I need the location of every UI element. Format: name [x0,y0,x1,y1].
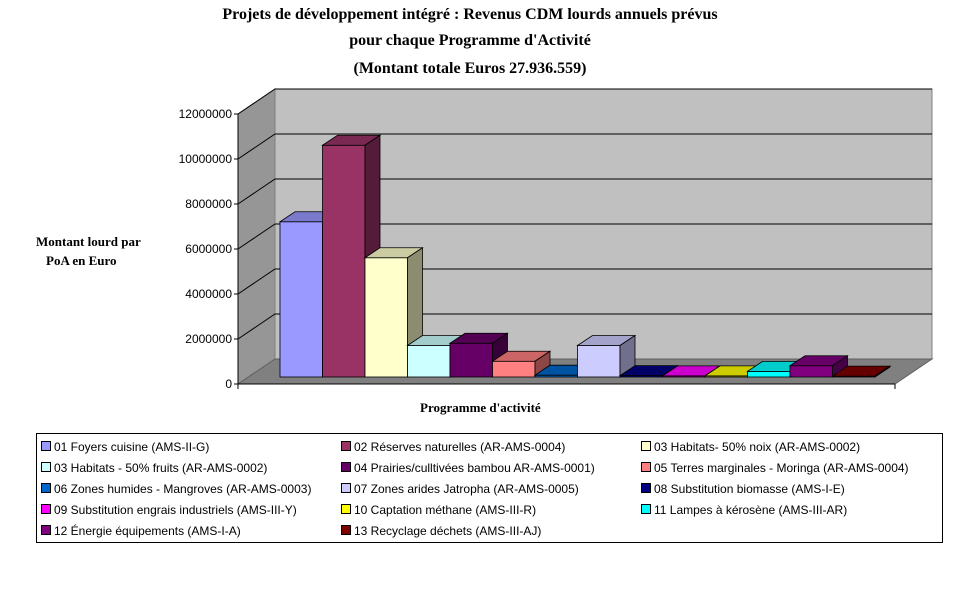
chart-legend: 01 Foyers cuisine (AMS-II-G) 02 Réserves … [36,433,943,543]
bar-front [322,144,366,378]
legend-label: 03 Habitats- 50% noix (AR-AMS-0002) [654,439,861,454]
legend-label: 11 Lampes à kérosène (AMS-III-AR) [654,502,848,517]
legend-label: 06 Zones humides - Mangroves (AR-AMS-000… [54,481,312,496]
legend-item: 10 Captation méthane (AMS-III-R) [341,499,637,519]
legend-swatch [41,524,51,535]
y-tick-label: 2000000 [185,332,232,346]
legend-item: 07 Zones arides Jatropha (AR-AMS-0005) [341,478,637,498]
legend-item: 05 Terres marginales - Moringa (AR-AMS-0… [641,457,937,477]
y-axis-label-line-2: PoA en Euro [46,253,117,268]
legend-label: 09 Substitution engrais industriels (AMS… [54,502,297,517]
gridline [237,88,932,115]
legend-swatch [41,440,51,451]
legend-label: 02 Réserves naturelles (AR-AMS-0004) [354,439,566,454]
legend-label: 07 Zones arides Jatropha (AR-AMS-0005) [354,481,579,496]
gridline [237,223,932,250]
y-tick-label: 4000000 [185,287,232,301]
legend-swatch [641,482,651,493]
legend-swatch [41,461,51,472]
gridline [237,313,932,340]
legend-swatch [41,503,51,514]
x-axis-label: Programme d'activité [420,400,541,415]
legend-label: 08 Substitution biomasse (AMS-I-E) [654,481,845,496]
y-tick-label: 10000000 [179,152,233,166]
legend-item: 12 Énergie équipements (AMS-I-A) [41,520,337,540]
bar-side [874,365,891,378]
legend-label: 01 Foyers cuisine (AMS-II-G) [54,439,210,454]
legend-item: 09 Substitution engrais industriels (AMS… [41,499,337,519]
bar-front [364,257,408,378]
bar-front [577,345,621,378]
gridline [237,268,932,295]
legend-swatch [641,503,651,514]
legend-label: 10 Captation méthane (AMS-III-R) [354,502,537,517]
chart-title-line-2: pour chaque Programme d'Activité [349,32,591,49]
chart-plot: 0 2000000 4000000 6000000 8000000 10000000 120… [179,88,934,391]
legend-swatch [341,503,351,514]
bar-front [747,370,791,378]
legend-swatch [641,461,651,472]
legend-item: 01 Foyers cuisine (AMS-II-G) [41,436,337,456]
legend-item: 13 Recyclage déchets (AMS-III-AJ) [341,520,637,540]
legend-label: 05 Terres marginales - Moringa (AR-AMS-0… [654,460,909,475]
legend-label: 03 Habitats - 50% fruits (AR-AMS-0002) [54,460,268,475]
bar-front [492,360,536,378]
y-tick-label: 0 [225,377,232,391]
legend-label: 13 Recyclage déchets (AMS-III-AJ) [354,523,542,538]
legend-swatch [341,482,351,493]
y-tick-label: 8000000 [185,197,232,211]
y-tick-label: 12000000 [179,107,233,121]
y-axis-label-line-1: Montant lourd par [36,234,141,249]
legend-swatch [341,461,351,472]
legend-item: 06 Zones humides - Mangroves (AR-AMS-000… [41,478,337,498]
legend-label: 04 Prairies/culltivées bambou AR-AMS-000… [354,460,595,475]
bar-front [279,221,323,378]
legend-item: 04 Prairies/culltivées bambou AR-AMS-000… [341,457,637,477]
legend-swatch [641,440,651,451]
chart-title-line-1: Projets de développement intégré : Reven… [222,6,718,23]
bar-front [449,342,493,378]
legend-item: 02 Réserves naturelles (AR-AMS-0004) [341,436,637,456]
legend-item: 03 Habitats - 50% fruits (AR-AMS-0002) [41,457,337,477]
legend-item: 08 Substitution biomasse (AMS-I-E) [641,478,937,498]
bar-front [789,365,833,378]
legend-item: 11 Lampes à kérosène (AMS-III-AR) [641,499,937,519]
y-axis-label: Montant lourd par PoA en Euro [36,232,166,270]
chart-title-line-3: (Montant totale Euros 27.936.559) [353,60,587,77]
legend-swatch [41,482,51,493]
gridline [237,133,932,160]
gridline [237,178,932,205]
bar-front [407,345,451,378]
legend-label: 12 Énergie équipements (AMS-I-A) [54,523,241,538]
legend-swatch [341,440,351,451]
legend-item: 03 Habitats- 50% noix (AR-AMS-0002) [641,436,937,456]
y-tick-label: 6000000 [185,242,232,256]
legend-swatch [341,524,351,535]
